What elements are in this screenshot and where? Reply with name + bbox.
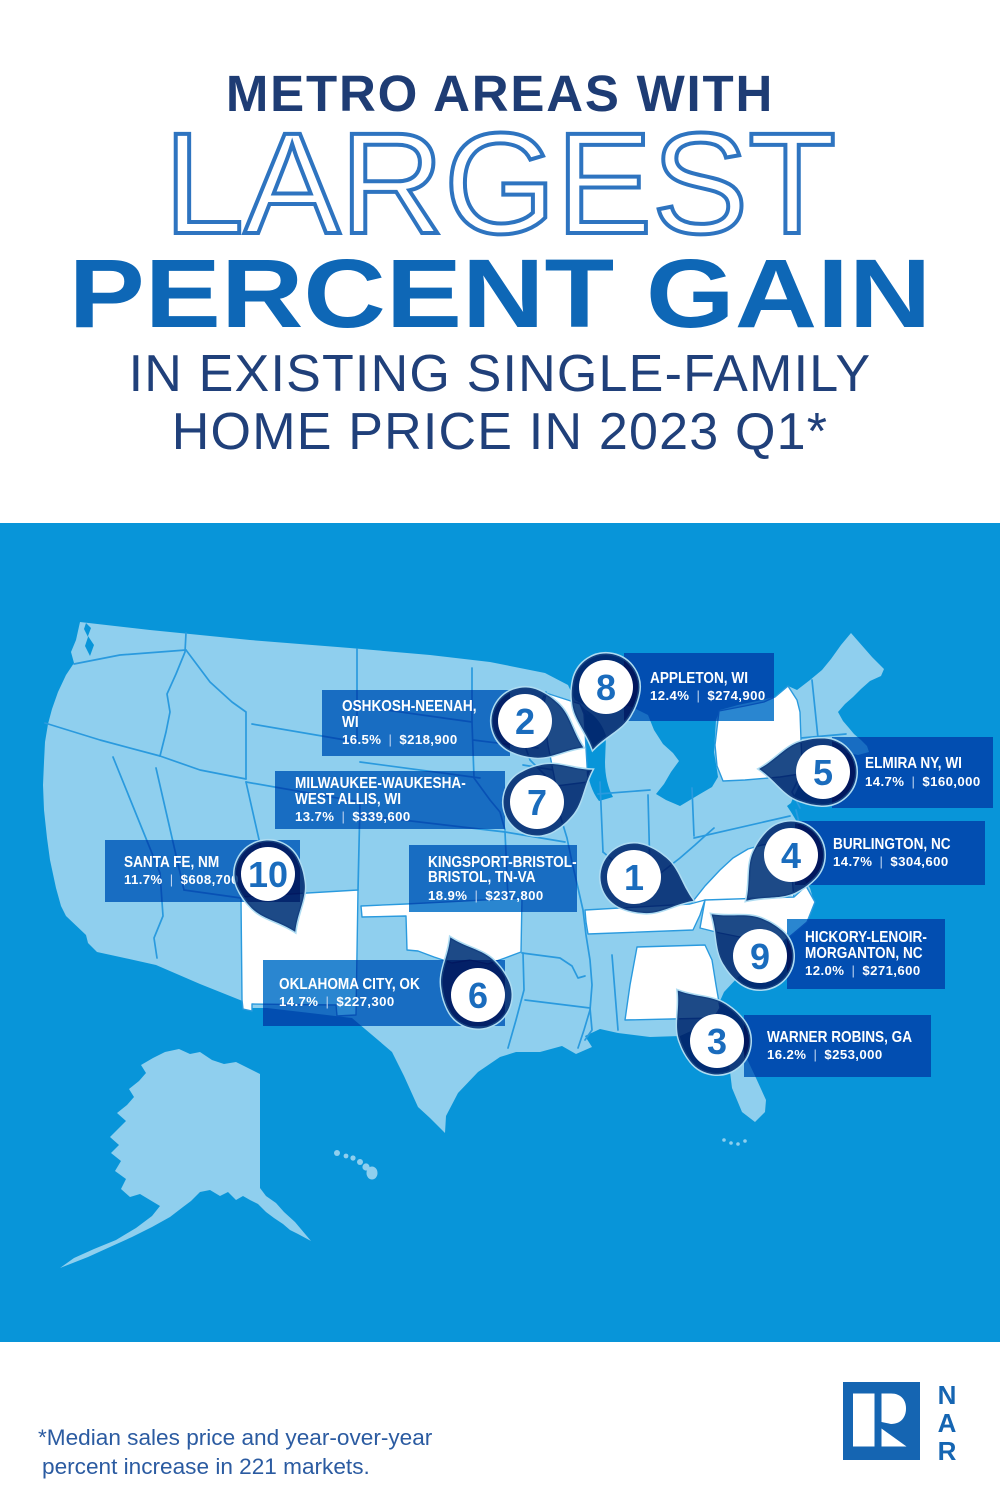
svg-text:5: 5: [813, 752, 833, 793]
svg-text:2: 2: [515, 701, 535, 742]
svg-text:6: 6: [468, 975, 488, 1016]
svg-text:R: R: [938, 1436, 957, 1466]
svg-text:9: 9: [750, 936, 770, 977]
svg-text:N: N: [938, 1380, 957, 1410]
svg-text:4: 4: [781, 835, 801, 876]
svg-text:7: 7: [527, 782, 547, 823]
svg-text:10: 10: [248, 854, 288, 895]
svg-text:8: 8: [596, 667, 616, 708]
svg-text:A: A: [938, 1408, 957, 1438]
svg-text:3: 3: [707, 1021, 727, 1062]
svg-text:1: 1: [624, 857, 644, 898]
